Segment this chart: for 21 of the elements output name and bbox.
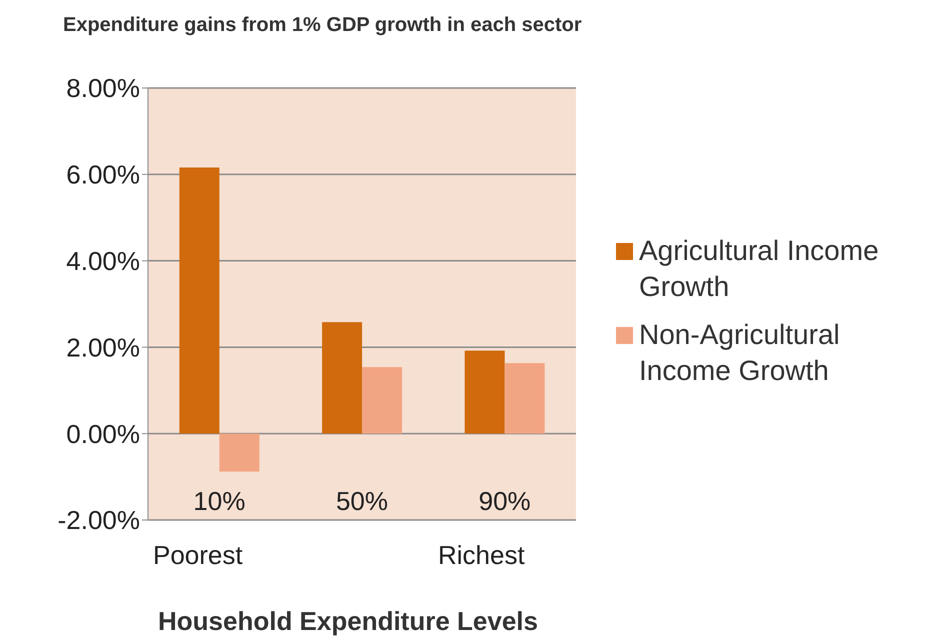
legend-label: Non-Agricultural Income Growth <box>639 318 841 388</box>
bar <box>504 363 545 434</box>
bar <box>322 322 362 434</box>
y-tick-label: 8.00% <box>66 73 140 104</box>
x-axis-title: Household Expenditure Levels <box>157 606 539 637</box>
y-tick-label: 2.00% <box>66 332 140 362</box>
x-tick-label: 50% <box>336 486 388 516</box>
y-tick-label: -2.00% <box>58 505 140 536</box>
bar <box>464 350 505 434</box>
x-tick-label: 10% <box>193 486 246 516</box>
bar <box>219 434 260 472</box>
x-tick-label: 90% <box>478 486 531 516</box>
y-tick-label: 6.00% <box>66 160 140 190</box>
legend-label: Agricultural Income Growth <box>639 234 880 304</box>
text: Poorest <box>153 540 243 571</box>
y-tick-label: 4.00% <box>66 246 140 276</box>
text: Richest <box>438 540 525 571</box>
bar <box>179 167 220 434</box>
y-tick-label: 0.00% <box>66 418 140 449</box>
bar <box>362 367 402 434</box>
chart-title: Expenditure gains from 1% GDP growth in each sector <box>63 14 582 37</box>
